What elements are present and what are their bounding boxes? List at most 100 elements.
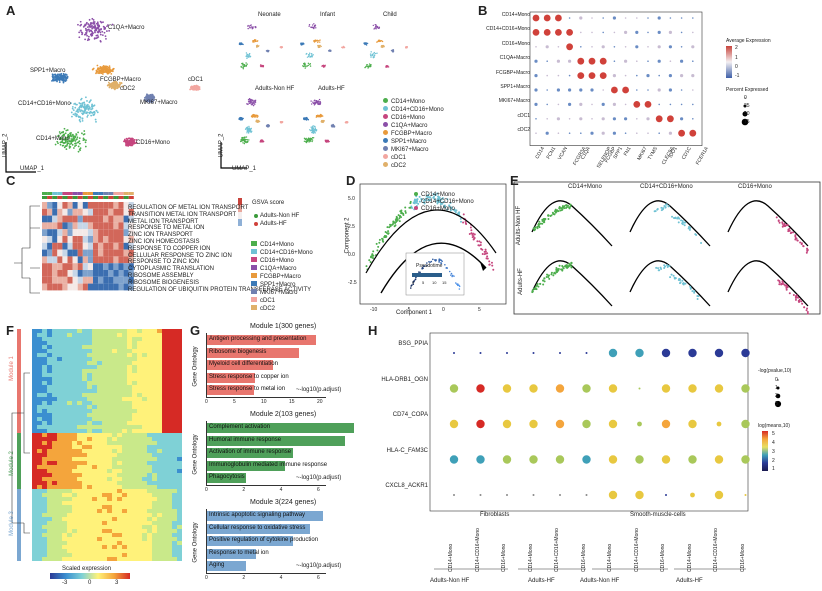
module-cell (127, 409, 132, 413)
module-cell (152, 393, 157, 397)
module-cell (37, 493, 42, 497)
module-cell (137, 449, 142, 453)
umap-point (104, 66, 107, 69)
module-cell (92, 373, 97, 377)
module-cell (67, 445, 72, 449)
module-cell (167, 437, 172, 441)
umap-group-point (322, 120, 325, 122)
traj-backbone (365, 209, 497, 274)
module-cell (112, 397, 117, 401)
umap-point (59, 143, 62, 146)
umap-point (111, 83, 114, 86)
module-cell (42, 345, 47, 349)
module-cell (152, 385, 157, 389)
traj-ytick: -2.5 (348, 280, 357, 286)
module-cell (117, 429, 122, 433)
gsva-group-annot (72, 196, 78, 199)
traj-point (388, 226, 391, 229)
module-cell (97, 429, 102, 433)
umap-point (94, 31, 96, 34)
dotplot-row-label: SPP1+Macro (500, 84, 530, 90)
umap-group-point (240, 140, 243, 142)
gsva-cell (113, 283, 119, 291)
dotplot-dot (599, 57, 607, 65)
facet-point (693, 289, 696, 292)
module-cell (102, 349, 107, 353)
dotplot-dot (568, 102, 572, 106)
module-cell (32, 481, 37, 485)
module-cell (42, 381, 47, 385)
module-cell (142, 365, 147, 369)
module-cell (72, 417, 77, 421)
umap-point (91, 17, 94, 20)
dotplot-dot (545, 131, 549, 135)
gsva-group-annot (62, 196, 68, 199)
module-cell (167, 341, 172, 345)
umap-point (128, 141, 130, 144)
umap-point (58, 131, 61, 133)
module-cell (102, 329, 107, 333)
gsva-pathway-label: RIBOSOME BIOGENESIS (128, 279, 200, 286)
module-cell (77, 333, 82, 337)
module-cell (177, 389, 182, 393)
traj-point (389, 223, 392, 226)
module-cell (172, 345, 177, 349)
traj-point (488, 263, 491, 266)
module-cell (52, 453, 57, 457)
dotplot-dot (580, 46, 582, 48)
dotplot-dot (647, 89, 649, 91)
module-cell (72, 429, 77, 433)
module-cell (67, 465, 72, 469)
umap-point (76, 103, 78, 106)
gsva-annot (128, 192, 134, 195)
gsva-cell-item: SPP1+Macro (251, 281, 313, 289)
module-cell (162, 421, 167, 425)
umap-point (108, 65, 111, 67)
gsva-cell (82, 215, 88, 223)
gsva-cell (62, 242, 68, 250)
umap-group-point (265, 125, 268, 127)
umap-point (60, 72, 63, 75)
umap-point (91, 104, 93, 107)
gsva-cell (57, 270, 63, 277)
dotplot-dot (692, 17, 694, 19)
gsva-cell (72, 208, 78, 216)
dotplot-dot (566, 29, 573, 36)
module-cell (162, 365, 167, 369)
pseudotime-tick: 0 (412, 280, 415, 285)
module-cell (52, 421, 57, 425)
umap-point (89, 99, 92, 102)
gsva-group-annot (87, 196, 93, 199)
umap-point (62, 144, 65, 147)
module-cell (82, 453, 87, 457)
module-cell (112, 453, 117, 457)
module-cell (167, 373, 172, 377)
module-cell (127, 489, 132, 493)
module-cell (147, 357, 152, 361)
gsva-cell (128, 249, 134, 257)
module-cell (107, 433, 112, 437)
umap-point (63, 134, 65, 137)
dotplot-dot (669, 17, 672, 19)
dotplot-dot (678, 129, 685, 137)
module-cell (147, 369, 152, 373)
module-cell (57, 345, 62, 349)
umap-point (65, 76, 68, 79)
umap-point (82, 139, 85, 142)
umap-group-point (309, 129, 311, 131)
gsva-cell (72, 276, 78, 284)
dotplot-dot (591, 17, 593, 19)
umap-point (96, 64, 99, 67)
umap-point (54, 79, 57, 82)
module-cell (132, 413, 137, 417)
module-cell (117, 397, 122, 401)
module-cell (117, 333, 122, 337)
module-cell (112, 365, 117, 369)
pseudotime-point (409, 287, 412, 289)
module-cell (172, 485, 177, 489)
umap-point (119, 83, 122, 85)
traj-ylabel: Component 2 (344, 217, 351, 254)
umap-group-point (248, 100, 251, 103)
module-cell (92, 393, 97, 397)
module-cell (177, 349, 182, 353)
